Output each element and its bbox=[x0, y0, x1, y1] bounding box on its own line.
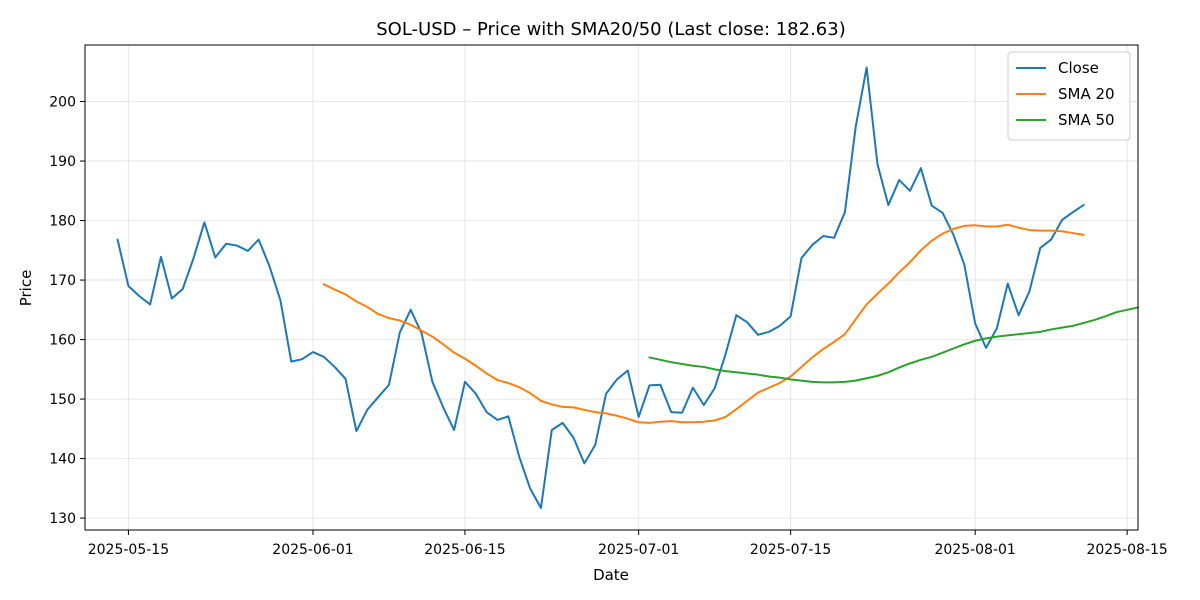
series-line-close bbox=[116, 66, 1085, 509]
legend-label: Close bbox=[1058, 59, 1099, 77]
x-axis: 2025-05-15 2025-06-01 2025-06-15 2025-07-01… bbox=[88, 530, 1168, 558]
y-tick-label: 200 bbox=[49, 95, 76, 111]
x-axis-label: Date bbox=[593, 566, 629, 584]
y-tick-label: 190 bbox=[49, 154, 76, 170]
x-tick-label: 2025-06-01 bbox=[272, 542, 353, 558]
chart-title: SOL-USD – Price with SMA20/50 (Last clos… bbox=[376, 19, 846, 40]
y-tick-label: 160 bbox=[49, 333, 76, 349]
grid bbox=[85, 45, 1138, 530]
y-tick-label: 140 bbox=[49, 452, 76, 468]
x-tick-label: 2025-07-01 bbox=[598, 542, 679, 558]
y-tick-label: 150 bbox=[49, 392, 76, 408]
legend-label: SMA 20 bbox=[1058, 85, 1115, 103]
series-line-sma-20 bbox=[322, 223, 1085, 424]
x-tick-label: 2025-08-01 bbox=[934, 542, 1015, 558]
legend: Close SMA 20 SMA 50 bbox=[1007, 51, 1131, 141]
x-tick-label: 2025-05-15 bbox=[88, 542, 169, 558]
x-tick-label: 2025-07-15 bbox=[750, 542, 831, 558]
y-axis-label: Price bbox=[17, 270, 35, 307]
legend-box bbox=[1007, 51, 1131, 141]
y-tick-label: 180 bbox=[49, 214, 76, 230]
plot-frame bbox=[84, 44, 1139, 531]
y-tick-label: 130 bbox=[49, 511, 76, 527]
x-tick-label: 2025-06-15 bbox=[424, 542, 505, 558]
series-layer bbox=[116, 66, 1139, 509]
x-tick-label: 2025-08-15 bbox=[1086, 542, 1167, 558]
legend-label: SMA 50 bbox=[1058, 111, 1115, 129]
series-line-sma-50 bbox=[648, 306, 1139, 384]
y-tick-label: 170 bbox=[49, 273, 76, 289]
y-axis: 130 140 150 160 170 180 190 200 bbox=[49, 95, 85, 527]
